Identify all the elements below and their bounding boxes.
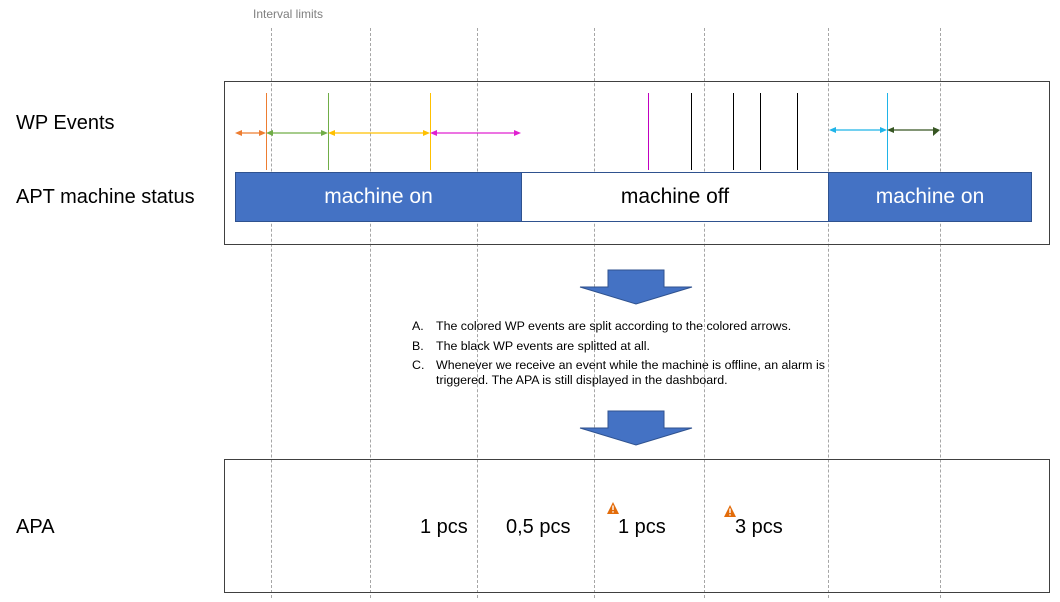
interval-limits-label: Interval limits (253, 7, 324, 21)
event-tick-black (797, 93, 798, 170)
arrow-dark-green (887, 127, 940, 136)
interval-line (704, 28, 705, 598)
event-tick-yellow (430, 93, 431, 170)
apa-value-alarm: 1 pcs (618, 516, 666, 538)
note-text: Whenever we receive an event while the m… (436, 358, 825, 387)
interval-line (370, 28, 371, 598)
note-item: B. The black WP events are splitted at a… (412, 339, 862, 354)
warning-icon (607, 502, 619, 514)
note-text: The black WP events are splitted at all. (436, 338, 650, 353)
interval-line (828, 28, 829, 598)
notes-list: A. The colored WP events are split accor… (412, 319, 862, 392)
apa-value-alarm: 3 pcs (735, 516, 783, 538)
event-tick-green (328, 93, 329, 170)
event-tick-magenta (648, 93, 649, 170)
event-tick-black (760, 93, 761, 170)
machine-status-label: APT machine status (16, 186, 195, 208)
apa-value: 0,5 pcs (506, 516, 571, 538)
down-arrow-1 (579, 269, 693, 305)
note-item: C. Whenever we receive an event while th… (412, 358, 862, 387)
note-item: A. The colored WP events are split accor… (412, 319, 862, 334)
note-letter: A. (412, 319, 424, 333)
arrow-green (266, 130, 328, 136)
down-arrow-2 (579, 410, 693, 446)
interval-line (477, 28, 478, 598)
note-letter: C. (412, 358, 425, 372)
interval-line (940, 28, 941, 598)
note-letter: B. (412, 338, 424, 353)
event-tick-orange (266, 93, 267, 170)
warning-icon (724, 505, 736, 517)
events-status-frame (224, 81, 1050, 245)
event-tick-black (733, 93, 734, 170)
machine-status-segment-off: machine off (521, 172, 829, 222)
event-tick-cyan (887, 93, 888, 170)
machine-status-segment-on: machine on (235, 172, 522, 222)
wp-events-label: WP Events (16, 112, 115, 134)
note-text: The colored WP events are split accordin… (436, 319, 792, 333)
event-tick-black (691, 93, 692, 170)
apa-label: APA (16, 516, 55, 538)
apa-frame (224, 459, 1050, 593)
arrow-orange (235, 130, 266, 136)
machine-status-segment-on: machine on (828, 172, 1032, 222)
interval-line (594, 28, 595, 598)
arrow-cyan (829, 127, 887, 133)
interval-line (271, 28, 272, 598)
arrow-yellow (328, 130, 430, 136)
apa-value: 1 pcs (420, 516, 468, 538)
arrow-magenta (430, 130, 521, 136)
